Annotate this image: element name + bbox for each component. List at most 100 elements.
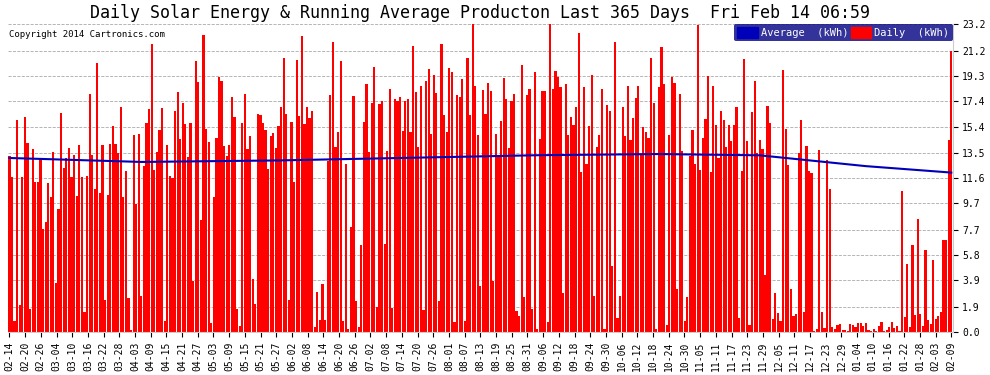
Bar: [792, 315, 795, 332]
Bar: [925, 250, 927, 332]
Bar: [832, 327, 834, 332]
Bar: [277, 126, 279, 332]
Bar: [753, 81, 755, 332]
Bar: [436, 93, 438, 332]
Bar: [376, 307, 378, 332]
Bar: [293, 182, 295, 332]
Bar: [596, 147, 598, 332]
Bar: [248, 136, 251, 332]
Bar: [609, 111, 611, 332]
Bar: [389, 89, 391, 332]
Bar: [891, 322, 893, 332]
Bar: [234, 117, 236, 332]
Bar: [269, 136, 272, 332]
Bar: [655, 329, 657, 332]
Bar: [155, 152, 158, 332]
Bar: [423, 310, 425, 332]
Bar: [644, 132, 647, 332]
Bar: [262, 123, 264, 332]
Bar: [811, 173, 813, 332]
Bar: [399, 97, 401, 332]
Bar: [521, 65, 523, 332]
Bar: [163, 321, 165, 332]
Bar: [138, 134, 140, 332]
Bar: [710, 172, 712, 332]
Bar: [671, 77, 673, 332]
Bar: [495, 134, 497, 332]
Bar: [115, 144, 117, 332]
Bar: [795, 314, 797, 332]
Bar: [559, 87, 561, 332]
Bar: [81, 177, 83, 332]
Bar: [557, 77, 559, 332]
Bar: [404, 100, 407, 332]
Bar: [242, 123, 244, 332]
Bar: [632, 118, 635, 332]
Bar: [526, 95, 528, 332]
Bar: [577, 33, 580, 332]
Bar: [303, 124, 306, 332]
Bar: [657, 87, 660, 332]
Bar: [544, 91, 546, 332]
Bar: [135, 204, 138, 332]
Bar: [893, 328, 896, 332]
Bar: [503, 78, 505, 332]
Bar: [73, 155, 75, 332]
Bar: [365, 84, 367, 332]
Bar: [942, 240, 944, 332]
Bar: [728, 125, 730, 332]
Bar: [790, 289, 792, 332]
Bar: [378, 104, 380, 332]
Bar: [229, 145, 231, 332]
Bar: [45, 222, 47, 332]
Bar: [492, 282, 494, 332]
Bar: [355, 301, 357, 332]
Bar: [412, 46, 414, 332]
Bar: [681, 151, 683, 332]
Bar: [208, 142, 210, 332]
Bar: [715, 125, 717, 332]
Bar: [476, 135, 479, 332]
Bar: [829, 189, 831, 332]
Bar: [487, 82, 489, 332]
Bar: [686, 297, 688, 332]
Bar: [324, 320, 326, 332]
Bar: [604, 329, 606, 332]
Bar: [192, 281, 194, 332]
Bar: [420, 86, 422, 332]
Bar: [146, 123, 148, 332]
Bar: [862, 326, 864, 332]
Bar: [272, 133, 274, 332]
Bar: [684, 321, 686, 332]
Bar: [745, 141, 748, 332]
Bar: [128, 298, 130, 332]
Bar: [867, 330, 869, 332]
Bar: [391, 308, 393, 332]
Bar: [345, 164, 346, 332]
Bar: [743, 59, 745, 332]
Bar: [337, 132, 340, 332]
Bar: [417, 147, 420, 332]
Bar: [774, 293, 776, 332]
Bar: [816, 328, 818, 332]
Bar: [542, 90, 544, 332]
Bar: [179, 139, 181, 332]
Bar: [466, 58, 468, 332]
Bar: [570, 117, 572, 332]
Bar: [168, 176, 171, 332]
Bar: [702, 138, 704, 332]
Bar: [94, 189, 96, 332]
Bar: [166, 146, 168, 332]
Bar: [676, 289, 678, 332]
Bar: [652, 104, 654, 332]
Bar: [433, 75, 435, 332]
Bar: [244, 94, 246, 332]
Bar: [875, 331, 877, 332]
Bar: [200, 220, 202, 332]
Bar: [50, 197, 51, 332]
Bar: [736, 107, 738, 332]
Bar: [844, 330, 846, 332]
Bar: [785, 129, 787, 332]
Bar: [500, 121, 502, 332]
Bar: [197, 82, 199, 332]
